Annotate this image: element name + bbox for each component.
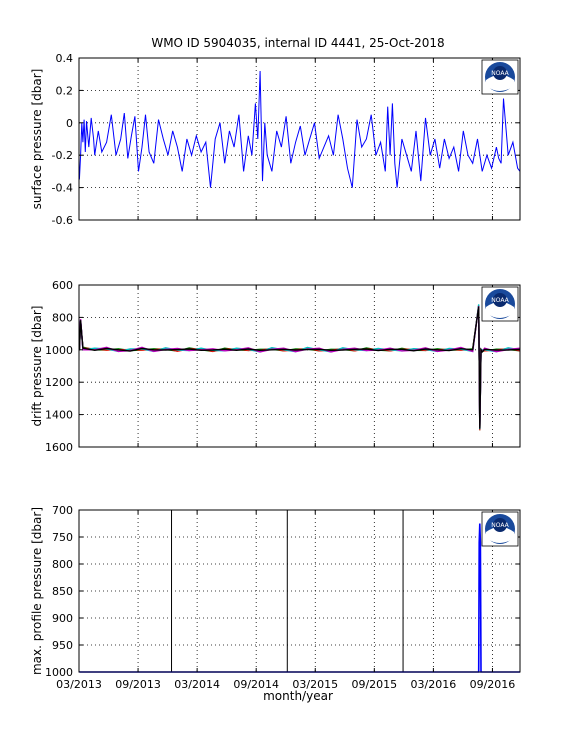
- x-tick-label: 09/2016: [470, 678, 516, 691]
- x-tick-label: 03/2013: [56, 678, 102, 691]
- y-tick-label: 0.2: [56, 84, 74, 97]
- x-axis-label: month/year: [263, 689, 333, 703]
- y-axis-label: max. profile pressure [dbar]: [30, 507, 44, 675]
- noaa-logo-icon: NOAA: [481, 511, 519, 547]
- y-tick-label: -0.6: [52, 214, 73, 227]
- data-line: [79, 523, 520, 673]
- x-tick-label: 03/2016: [411, 678, 457, 691]
- y-tick-label: 1400: [45, 409, 73, 422]
- y-tick-label: 1200: [45, 376, 73, 389]
- x-tick-label: 09/2015: [351, 678, 397, 691]
- x-tick-label: 03/2014: [174, 678, 220, 691]
- panels: 0.4 0.2 0 -0.2 -0.4 -0.6 surface pressure [dba…: [30, 52, 521, 691]
- logo-text: NOAA: [491, 297, 509, 304]
- x-tick-label: 09/2014: [233, 678, 279, 691]
- logo-wave: [486, 527, 514, 543]
- logo-text: NOAA: [491, 522, 509, 529]
- panel-1: 0.4 0.2 0 -0.2 -0.4 -0.6 surface pressure [dba…: [30, 52, 521, 227]
- x-tick-label: 09/2013: [115, 678, 161, 691]
- y-axis-label: drift pressure [dbar]: [30, 306, 44, 427]
- y-tick-label: 800: [52, 558, 73, 571]
- y-tick-label: 600: [52, 279, 73, 292]
- logo-bird: [493, 66, 507, 80]
- logo-wave: [486, 75, 514, 91]
- y-tick-label: -0.2: [52, 149, 73, 162]
- y-tick-label: 950: [52, 639, 73, 652]
- drift-series-line: [78, 306, 521, 430]
- y-tick-label: 1000: [45, 344, 73, 357]
- noaa-logo-icon: NOAA: [481, 286, 519, 322]
- y-tick-label: 0: [66, 117, 73, 130]
- y-tick-label: -0.4: [52, 182, 73, 195]
- noaa-logo-icon: NOAA: [481, 59, 519, 95]
- logo-wave: [486, 302, 514, 318]
- y-tick-label: 850: [52, 585, 73, 598]
- axes-box: [78, 57, 521, 221]
- axes-box: [78, 284, 521, 448]
- figure-title: WMO ID 5904035, internal ID 4441, 25-Oct…: [151, 36, 444, 50]
- logo-bird: [493, 293, 507, 307]
- drift-series-line: [78, 305, 521, 431]
- y-tick-label: 750: [52, 531, 73, 544]
- logo-bird: [493, 518, 507, 532]
- y-tick-label: 0.4: [56, 52, 74, 65]
- y-tick-label: 700: [52, 504, 73, 517]
- y-tick-label: 1600: [45, 441, 73, 454]
- y-axis-label: surface pressure [dbar]: [30, 69, 44, 210]
- logo-text: NOAA: [491, 70, 509, 77]
- x-tick-label: 03/2015: [292, 678, 338, 691]
- drift-series-line: [78, 306, 521, 431]
- drift-series-line: [78, 306, 521, 429]
- y-tick-label: 800: [52, 311, 73, 324]
- panel-2: 600 800 1000 1200 1400 1600 drift pressure [db…: [30, 279, 521, 454]
- y-tick-label: 1000: [45, 666, 73, 679]
- y-tick-label: 900: [52, 612, 73, 625]
- data-line: [78, 70, 521, 188]
- drift-series-line: [78, 306, 521, 428]
- drift-series-line: [78, 304, 521, 430]
